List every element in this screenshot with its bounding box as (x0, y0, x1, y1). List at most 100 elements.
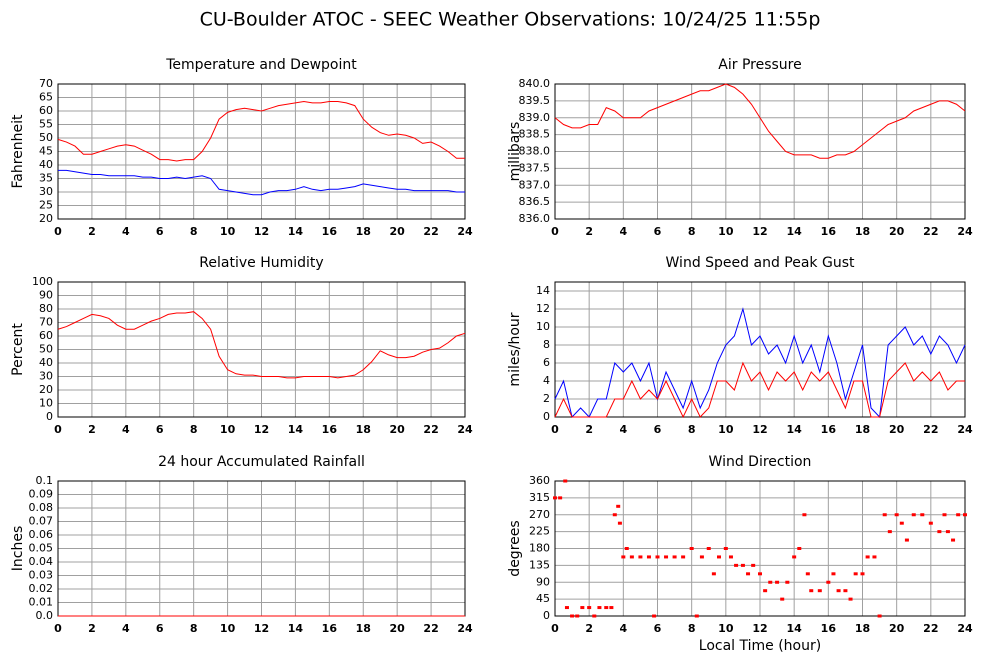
point (728, 555, 733, 559)
point (672, 555, 677, 559)
x-tick-label: 22 (423, 423, 438, 436)
x-tick-label: 10 (220, 225, 236, 238)
x-tick-label: 6 (654, 225, 662, 238)
x-tick-label: 22 (923, 423, 938, 436)
point (553, 496, 557, 500)
point (717, 555, 721, 559)
y-tick-label: 2 (543, 392, 550, 405)
y-tick-label: 80 (39, 302, 53, 315)
y-tick-label: 14 (536, 284, 550, 297)
x-tick-label: 2 (88, 225, 96, 238)
x-tick-label: 20 (889, 423, 905, 436)
x-axis-label: Local Time (hour) (699, 638, 821, 654)
y-tick-label: 25 (39, 199, 53, 212)
point (780, 597, 785, 601)
x-tick-label: 22 (423, 225, 438, 238)
x-tick-label: 6 (654, 423, 662, 436)
plot-frame (57, 83, 466, 220)
point (646, 555, 651, 559)
x-tick-label: 2 (585, 622, 593, 635)
y-tick-label: 180 (529, 542, 550, 555)
y-tick-label: 360 (529, 474, 550, 487)
point (629, 555, 634, 559)
y-tick-label: 0.01 (29, 596, 54, 609)
x-tick-label: 8 (688, 423, 696, 436)
point (746, 572, 751, 576)
y-tick-label: 8 (543, 338, 550, 351)
y-tick-label: 40 (39, 356, 53, 369)
point (831, 572, 836, 576)
x-tick-label: 2 (88, 622, 96, 635)
y-tick-label: 0 (543, 609, 550, 622)
y-tick-label: 838.0 (519, 145, 551, 158)
point (570, 614, 575, 618)
y-tick-label: 0 (543, 410, 550, 423)
point (616, 504, 621, 508)
y-tick-label: 836.0 (519, 212, 551, 225)
x-tick-label: 18 (356, 423, 371, 436)
point (758, 572, 762, 576)
y-tick-label: 135 (529, 558, 550, 571)
point (797, 547, 802, 550)
series-line (57, 311, 466, 379)
point (817, 589, 822, 593)
x-tick-label: 4 (122, 622, 130, 635)
y-tick-label: 315 (529, 491, 550, 504)
x-tick-label: 24 (957, 423, 973, 436)
x-tick-label: 10 (718, 225, 734, 238)
x-tick-label: 12 (752, 622, 767, 635)
point (802, 513, 807, 517)
x-tick-label: 12 (752, 225, 767, 238)
point (587, 606, 592, 610)
y-tick-label: 30 (39, 185, 53, 198)
point (612, 513, 617, 517)
y-tick-label: 50 (39, 131, 53, 144)
point (597, 606, 602, 610)
y-tick-label: 50 (39, 343, 53, 356)
point (699, 555, 704, 559)
y-tick-label: 225 (529, 525, 550, 538)
x-tick-label: 8 (190, 622, 198, 635)
y-tick-label: 55 (39, 118, 53, 131)
chart-title: Relative Humidity (199, 255, 323, 271)
point (638, 555, 643, 559)
x-tick-label: 14 (288, 423, 304, 436)
y-tick-label: 839.5 (519, 94, 551, 107)
point (711, 572, 716, 576)
point (887, 530, 892, 534)
point (848, 597, 853, 601)
x-tick-label: 12 (254, 423, 269, 436)
x-tick-label: 8 (688, 622, 696, 635)
point (768, 580, 773, 584)
x-tick-label: 16 (322, 622, 338, 635)
x-tick-label: 14 (787, 225, 803, 238)
x-tick-label: 6 (654, 622, 662, 635)
point (734, 563, 739, 567)
point (928, 521, 933, 525)
point (655, 555, 660, 559)
y-tick-label: 35 (39, 172, 53, 185)
y-tick-label: 838.5 (519, 128, 551, 141)
y-tick-label: 20 (39, 212, 53, 225)
x-tick-label: 24 (957, 225, 973, 238)
x-tick-label: 2 (585, 423, 593, 436)
point (609, 606, 614, 610)
x-tick-label: 4 (620, 423, 628, 436)
x-tick-label: 24 (457, 423, 473, 436)
y-tick-label: 0.09 (29, 488, 54, 501)
point (792, 555, 797, 559)
y-tick-label: 90 (536, 575, 550, 588)
point (763, 589, 768, 593)
point (911, 513, 916, 517)
x-tick-label: 12 (254, 622, 269, 635)
point (860, 572, 865, 576)
y-tick-label: 45 (39, 145, 53, 158)
x-tick-label: 24 (957, 622, 973, 635)
point (652, 614, 657, 618)
x-tick-label: 0 (551, 225, 559, 238)
point (785, 580, 790, 584)
x-tick-label: 10 (220, 622, 236, 635)
chart-title: Wind Speed and Peak Gust (666, 255, 855, 271)
y-tick-label: 12 (536, 302, 550, 315)
